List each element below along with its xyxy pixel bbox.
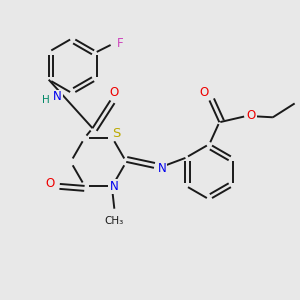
Text: N: N bbox=[110, 180, 119, 194]
Text: N: N bbox=[53, 91, 62, 103]
Text: O: O bbox=[110, 86, 119, 99]
Text: N: N bbox=[158, 162, 166, 175]
Text: H: H bbox=[42, 95, 50, 105]
Text: O: O bbox=[246, 109, 256, 122]
Text: CH₃: CH₃ bbox=[105, 216, 124, 226]
Text: O: O bbox=[200, 86, 209, 99]
Text: F: F bbox=[117, 37, 124, 50]
Text: O: O bbox=[45, 177, 55, 190]
Text: S: S bbox=[112, 128, 121, 140]
